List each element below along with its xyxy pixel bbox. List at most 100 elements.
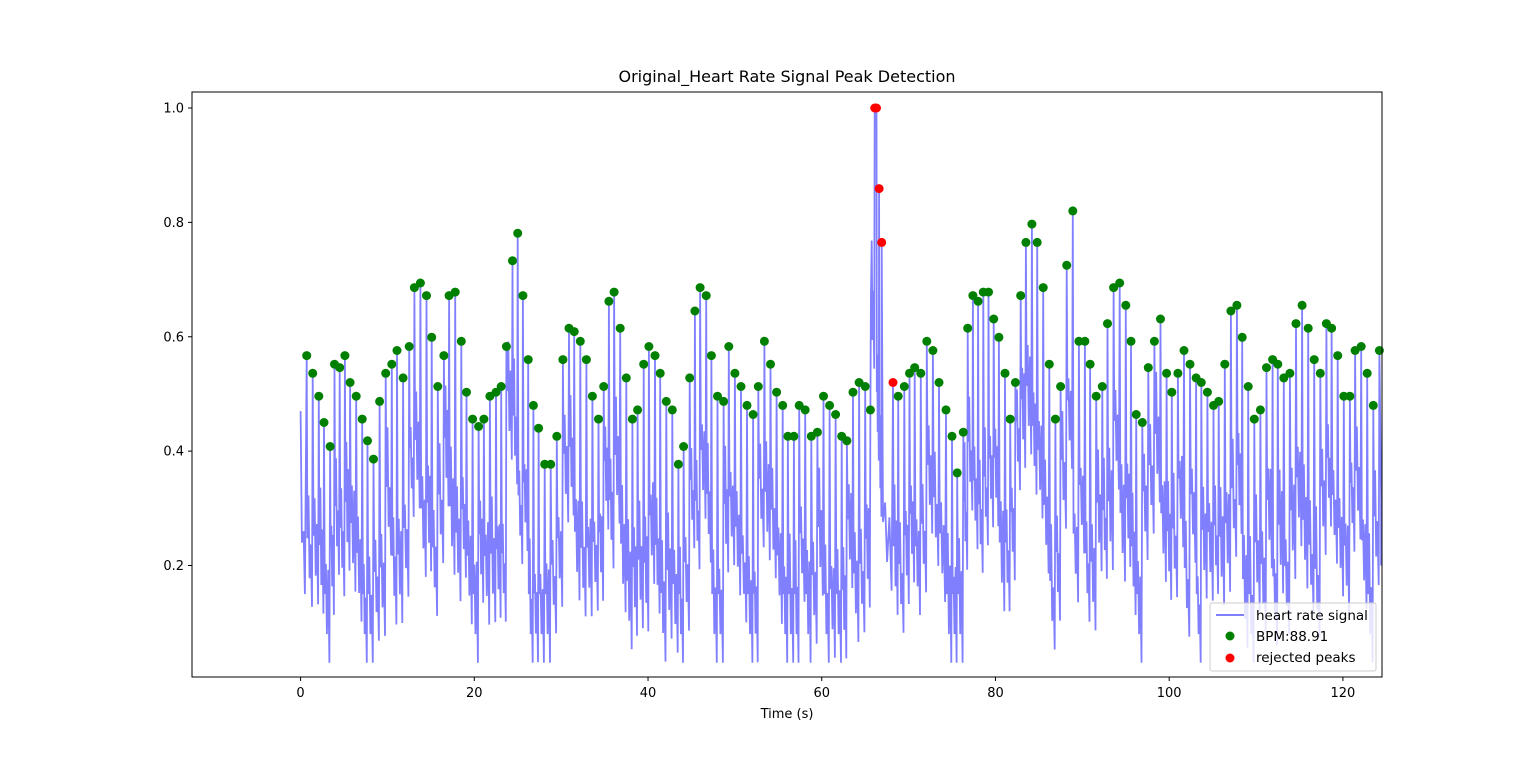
accepted-peak-point [742, 400, 752, 410]
accepted-peak-point [523, 355, 533, 365]
accepted-peak-point [375, 396, 385, 406]
accepted-peak-point [748, 410, 758, 419]
accepted-peak-point [701, 291, 711, 301]
axis-ticks: 0 20 40 60 80 100 120 0.2 0.4 0.6 0.8 1.0 [163, 102, 1355, 701]
accepted-peak-point [1327, 323, 1337, 333]
accepted-peak-point [1010, 378, 1020, 387]
accepted-peak-point [1220, 359, 1230, 369]
accepted-peak-point [518, 291, 528, 301]
accepted-peak-point [1149, 336, 1159, 346]
accepted-peak-point [351, 391, 361, 401]
accepted-peak-point [973, 296, 983, 306]
x-tick-label: 120 [1330, 686, 1355, 701]
accepted-peak-point [1056, 382, 1066, 391]
accepted-peak-point [1143, 363, 1153, 373]
accepted-peak-point [958, 427, 968, 437]
accepted-peak-point [534, 423, 544, 433]
accepted-peak-point [893, 391, 903, 401]
accepted-peak-point [363, 436, 372, 446]
accepted-peak-point [392, 346, 402, 355]
legend-rejected-swatch [1225, 653, 1235, 663]
accepted-peak-point [501, 342, 511, 351]
accepted-peak-point [1185, 359, 1195, 369]
accepted-peak-point [994, 332, 1004, 342]
accepted-peak-point [673, 459, 683, 469]
accepted-peak-point [650, 351, 660, 361]
accepted-peak-point [1115, 278, 1125, 288]
accepted-peak-point [314, 391, 324, 401]
y-tick-label: 0.8 [163, 216, 184, 231]
accepted-peak-point [719, 396, 729, 406]
accepted-peak-point [1297, 300, 1307, 310]
accepted-peak-point [1062, 260, 1072, 270]
accepted-peak-point [819, 391, 828, 401]
accepted-peak-point [984, 287, 993, 297]
accepted-peak-point [831, 410, 841, 419]
accepted-peak-point [1279, 373, 1289, 383]
accepted-peak-point [778, 400, 788, 410]
accepted-peak-point [1303, 323, 1313, 333]
accepted-peak-point [730, 368, 740, 378]
accepted-peak-point [609, 287, 619, 297]
accepted-peak-point [899, 382, 909, 391]
x-tick-label: 60 [813, 686, 830, 701]
legend-accepted-swatch [1225, 631, 1235, 641]
accepted-peak-point [706, 351, 716, 361]
accepted-peak-point [325, 442, 335, 451]
accepted-peak-point [1137, 418, 1147, 427]
accepted-peak-point [759, 336, 769, 346]
accepted-peak-point [1202, 387, 1212, 397]
accepted-peak-point [685, 373, 695, 383]
plot-area [299, 103, 1384, 663]
accepted-peak-point [1156, 314, 1165, 324]
accepted-peak-point [952, 468, 962, 478]
rejected-peak-point [888, 378, 898, 387]
accepted-peak-point [989, 314, 999, 324]
accepted-peak-point [528, 400, 538, 410]
accepted-peak-point [1374, 346, 1384, 355]
accepted-peak-point [1243, 382, 1253, 391]
accepted-peak-point [1315, 368, 1325, 378]
accepted-peak-point [947, 431, 957, 441]
accepted-peak-point [381, 368, 391, 378]
accepted-peak-point [905, 368, 914, 378]
accepted-peak-point [800, 405, 810, 415]
accepted-peak-point [1214, 396, 1224, 406]
accepted-peak-point [1016, 291, 1026, 301]
accepted-peak-point [546, 459, 556, 469]
accepted-peak-point [916, 368, 926, 378]
accepted-peak-point [736, 382, 746, 391]
accepted-peak-point [842, 436, 852, 446]
accepted-peak-point [1050, 414, 1060, 424]
accepted-peak-point [615, 323, 625, 333]
legend-box [1209, 602, 1377, 672]
accepted-peak-point [1080, 336, 1090, 346]
accepted-peak-point [456, 336, 466, 346]
rejected-peak-point [874, 184, 884, 194]
accepted-peak-point [1273, 359, 1283, 369]
accepted-peak-point [724, 342, 734, 351]
accepted-peak-point [569, 327, 579, 337]
accepted-peak-point [1126, 336, 1136, 346]
accepted-peak-point [491, 387, 501, 397]
accepted-peak-point [552, 431, 562, 441]
accepted-peak-point [848, 387, 858, 397]
rejected-peak-point [877, 237, 887, 247]
accepted-peak-point [1162, 368, 1172, 378]
accepted-peak-point [644, 342, 654, 351]
accepted-peak-point [594, 414, 603, 424]
accepted-peak-point [1038, 283, 1048, 293]
accepted-peak-point [928, 346, 938, 355]
y-tick-label: 0.2 [163, 559, 184, 574]
accepted-peak-point [772, 387, 782, 397]
accepted-peak-point [1109, 283, 1119, 293]
accepted-peak-point [1103, 319, 1112, 329]
accepted-peak-point [1000, 368, 1010, 378]
accepted-peak-point [398, 373, 408, 383]
accepted-peak-point [474, 422, 484, 431]
accepted-peak-point [450, 287, 460, 297]
accepted-peak-point [1179, 346, 1189, 355]
accepted-peak-point [633, 405, 643, 415]
accepted-peak-point [587, 391, 597, 401]
accepted-peak-point [627, 414, 637, 424]
